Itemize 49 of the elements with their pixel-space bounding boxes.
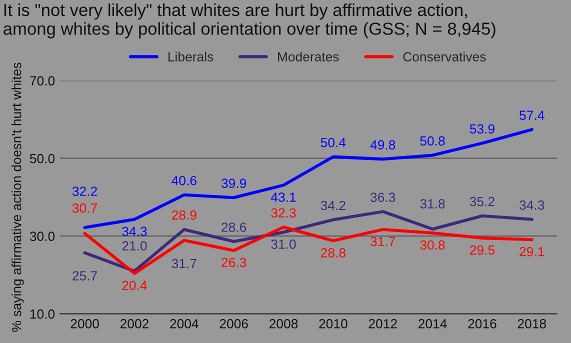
x-tick-label: 2010 (319, 319, 348, 328)
data-label: 21.0 (122, 241, 147, 250)
chart-title: It is "not very likely" that whites are hurt by affirmative action, among whites by political orientation over time (GSS; N = 8,945) (4, 3, 496, 38)
data-label: 31.7 (172, 258, 196, 268)
data-label: 26.3 (222, 258, 246, 268)
data-label: 28.6 (222, 222, 246, 232)
x-tick-label: 2004 (170, 319, 198, 328)
x-tick-label: 2018 (518, 319, 546, 328)
data-label: 50.4 (320, 138, 346, 148)
data-label: 31.0 (271, 240, 296, 249)
y-tick-label: 30.0 (30, 232, 55, 242)
legend-label: Moderates (278, 52, 339, 62)
data-label: 49.8 (370, 140, 396, 150)
data-label: 20.4 (122, 280, 147, 290)
x-tick-label: 2006 (220, 319, 248, 328)
data-label: 28.9 (172, 210, 196, 220)
y-tick-label: 70.0 (30, 76, 55, 86)
data-label: 31.8 (420, 199, 445, 208)
data-label: 40.6 (172, 176, 196, 186)
data-label: 39.9 (221, 178, 246, 188)
data-label: 25.7 (72, 271, 97, 281)
x-tick-label: 2008 (269, 319, 298, 328)
data-label: 34.2 (320, 200, 346, 210)
legend-label: Liberals (168, 52, 214, 62)
data-label: 28.8 (321, 248, 346, 258)
x-tick-label: 2016 (468, 319, 496, 328)
y-tick-label: 10.0 (30, 309, 55, 319)
data-label: 29.5 (470, 245, 494, 255)
data-label: 34.3 (520, 200, 544, 210)
data-label: 32.3 (271, 208, 296, 218)
x-tick-label: 2000 (70, 319, 99, 328)
data-label: 32.2 (72, 186, 97, 196)
x-tick-label: 2012 (368, 319, 397, 328)
data-label: 35.2 (470, 196, 494, 206)
x-tick-label: 2002 (120, 319, 148, 328)
data-label: 50.8 (420, 136, 445, 146)
x-tick-label: 2014 (418, 319, 447, 328)
data-label: 30.8 (420, 240, 445, 250)
data-label: 34.3 (122, 226, 147, 236)
data-label: 30.7 (72, 203, 97, 213)
data-label: 53.9 (470, 124, 494, 134)
data-label: 31.7 (370, 236, 396, 246)
legend-label: Conservatives (403, 52, 486, 62)
y-axis-title: % saying affirmative action doesn't hurt whites (12, 62, 24, 332)
data-label: 36.3 (370, 192, 396, 202)
data-label: 57.4 (520, 110, 544, 120)
data-label: 43.1 (270, 192, 296, 202)
data-label: 29.1 (520, 246, 544, 256)
y-tick-label: 50.0 (30, 154, 55, 164)
